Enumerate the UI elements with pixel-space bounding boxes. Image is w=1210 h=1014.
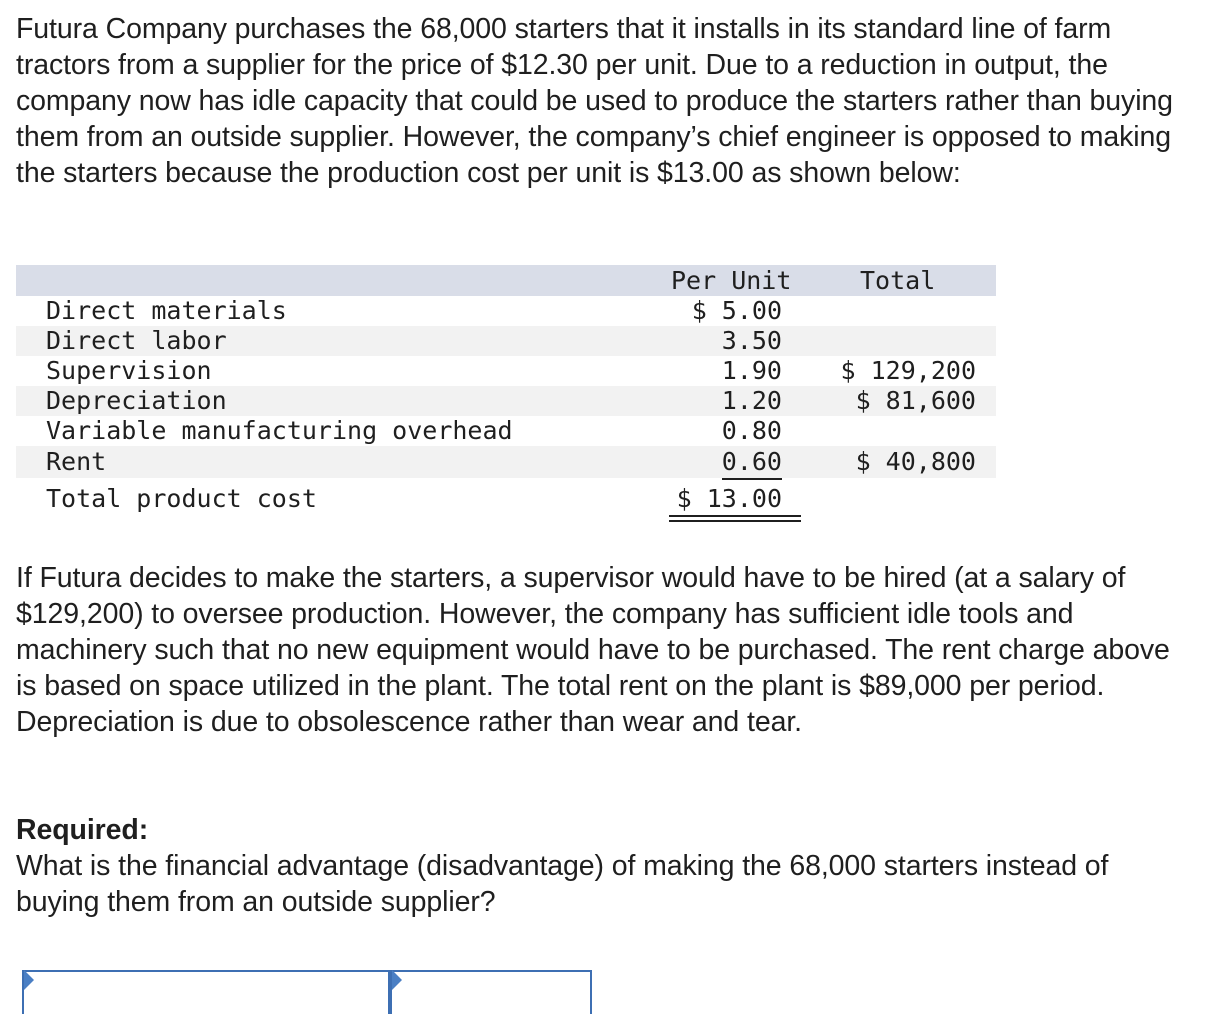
per-unit-header: Per Unit (671, 266, 792, 295)
row-total: $ 81,600 (855, 386, 976, 415)
required-section: Required: What is the financial advantag… (16, 812, 1196, 920)
row-label: Supervision (46, 356, 212, 385)
table-row: Variable manufacturing overhead 0.80 (16, 416, 996, 446)
row-label: Depreciation (46, 386, 227, 415)
total-header: Total (860, 266, 936, 295)
table-total-row: Total product cost $ 13.00 (16, 478, 996, 522)
total-row-label: Total product cost (46, 484, 317, 513)
double-underline (669, 515, 801, 522)
row-label: Variable manufacturing overhead (46, 416, 513, 445)
row-total: $ 129,200 (840, 356, 976, 385)
row-per-unit: 0.80 (721, 416, 782, 445)
table-header-row: Per Unit Total (16, 265, 996, 296)
row-per-unit: $ 5.00 (691, 296, 782, 325)
problem-followup-text: If Futura decides to make the starters, … (16, 562, 1170, 738)
table-row: Depreciation 1.20 $ 81,600 (16, 386, 996, 416)
answer-label-input[interactable] (22, 970, 390, 1014)
cost-table: Per Unit Total Direct materials $ 5.00 D… (16, 265, 996, 522)
row-label: Direct materials (46, 296, 287, 325)
dropdown-flag-icon (392, 970, 402, 990)
total-row-per-unit: $ 13.00 (676, 484, 782, 513)
row-total: $ 40,800 (855, 447, 976, 476)
required-question: What is the financial advantage (disadva… (16, 850, 1109, 918)
row-per-unit: 0.60 (721, 446, 782, 480)
answer-amount-input[interactable] (390, 970, 592, 1014)
row-label: Rent (46, 447, 107, 476)
required-heading: Required: (16, 814, 149, 846)
problem-intro-text: Futura Company purchases the 68,000 star… (16, 13, 1173, 189)
row-label: Direct labor (46, 326, 227, 355)
row-per-unit: 1.90 (721, 356, 782, 385)
row-per-unit: 1.20 (721, 386, 782, 415)
row-per-unit: 3.50 (721, 326, 782, 355)
dropdown-flag-icon (24, 970, 34, 990)
table-row: Supervision 1.90 $ 129,200 (16, 356, 996, 386)
answer-row (22, 970, 592, 1014)
table-row: Direct labor 3.50 (16, 326, 996, 356)
table-row: Direct materials $ 5.00 (16, 296, 996, 326)
table-row: Rent 0.60 $ 40,800 (16, 446, 996, 480)
